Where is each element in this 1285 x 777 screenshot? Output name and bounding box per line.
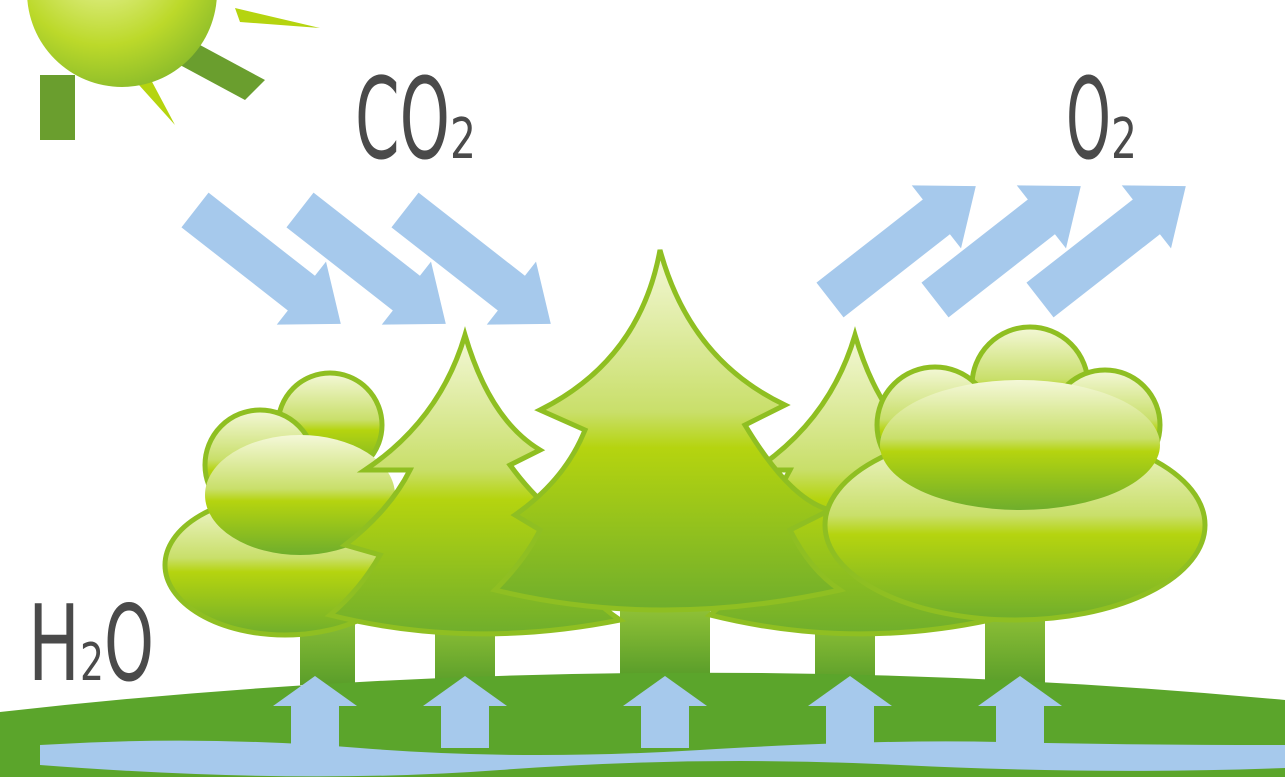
co2-label: CO2 bbox=[355, 55, 476, 185]
h2o-label: H2O bbox=[28, 583, 154, 705]
label-base: O bbox=[1066, 55, 1111, 185]
trees bbox=[162, 249, 1208, 685]
label-subscript: 2 bbox=[450, 107, 476, 172]
label-subscript: 2 bbox=[1111, 107, 1137, 172]
label-base: H bbox=[28, 583, 80, 705]
label-tail: O bbox=[104, 583, 154, 705]
o2-label: O2 bbox=[1066, 55, 1137, 185]
o2-arrows bbox=[805, 154, 1211, 332]
left-round-tree bbox=[162, 370, 408, 638]
right-round-tree bbox=[822, 324, 1208, 623]
co2-arrows bbox=[170, 178, 576, 356]
label-base: CO bbox=[355, 55, 450, 185]
center-conifer bbox=[490, 249, 847, 613]
label-subscript: 2 bbox=[80, 633, 104, 693]
water bbox=[40, 740, 1285, 777]
sun bbox=[27, 0, 320, 140]
